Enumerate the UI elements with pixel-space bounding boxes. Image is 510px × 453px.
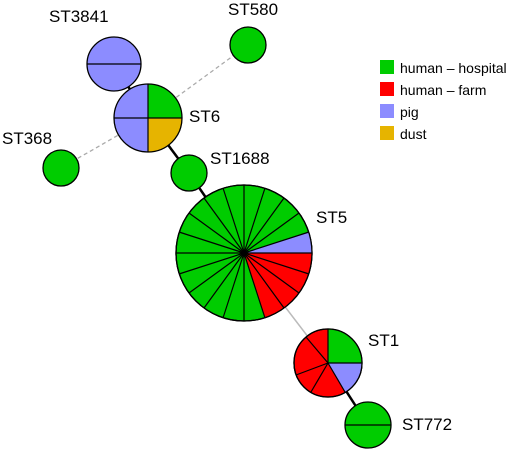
legend-swatch-pig <box>380 104 394 118</box>
node-st772 <box>344 401 392 449</box>
node-st1 <box>293 328 363 398</box>
node-st1688 <box>170 154 208 192</box>
legend-swatch-farm <box>380 82 394 96</box>
legend-label-pig: pig <box>400 104 419 120</box>
legend-label-dust: dust <box>400 126 427 142</box>
label-st1688: ST1688 <box>210 149 270 168</box>
legend: human – hospital human – farm pig dust <box>380 60 507 142</box>
label-st368: ST368 <box>2 129 52 148</box>
label-st772: ST772 <box>402 415 452 434</box>
node-st580 <box>229 26 267 64</box>
label-st580: ST580 <box>228 0 278 19</box>
label-st1: ST1 <box>368 331 399 350</box>
node-labels: ST3841 ST580 ST6 ST368 ST1688 ST5 ST1 ST… <box>2 0 452 434</box>
legend-label-farm: human – farm <box>400 82 486 98</box>
legend-swatch-hospital <box>380 60 394 74</box>
node-st368 <box>42 149 80 187</box>
node-st3841 <box>86 36 142 92</box>
legend-swatch-dust <box>380 126 394 140</box>
label-st6: ST6 <box>189 107 220 126</box>
label-st5: ST5 <box>316 208 347 227</box>
node-st6 <box>113 83 183 153</box>
legend-label-hospital: human – hospital <box>400 60 507 76</box>
node-st5 <box>175 184 313 322</box>
label-st3841: ST3841 <box>49 7 109 26</box>
